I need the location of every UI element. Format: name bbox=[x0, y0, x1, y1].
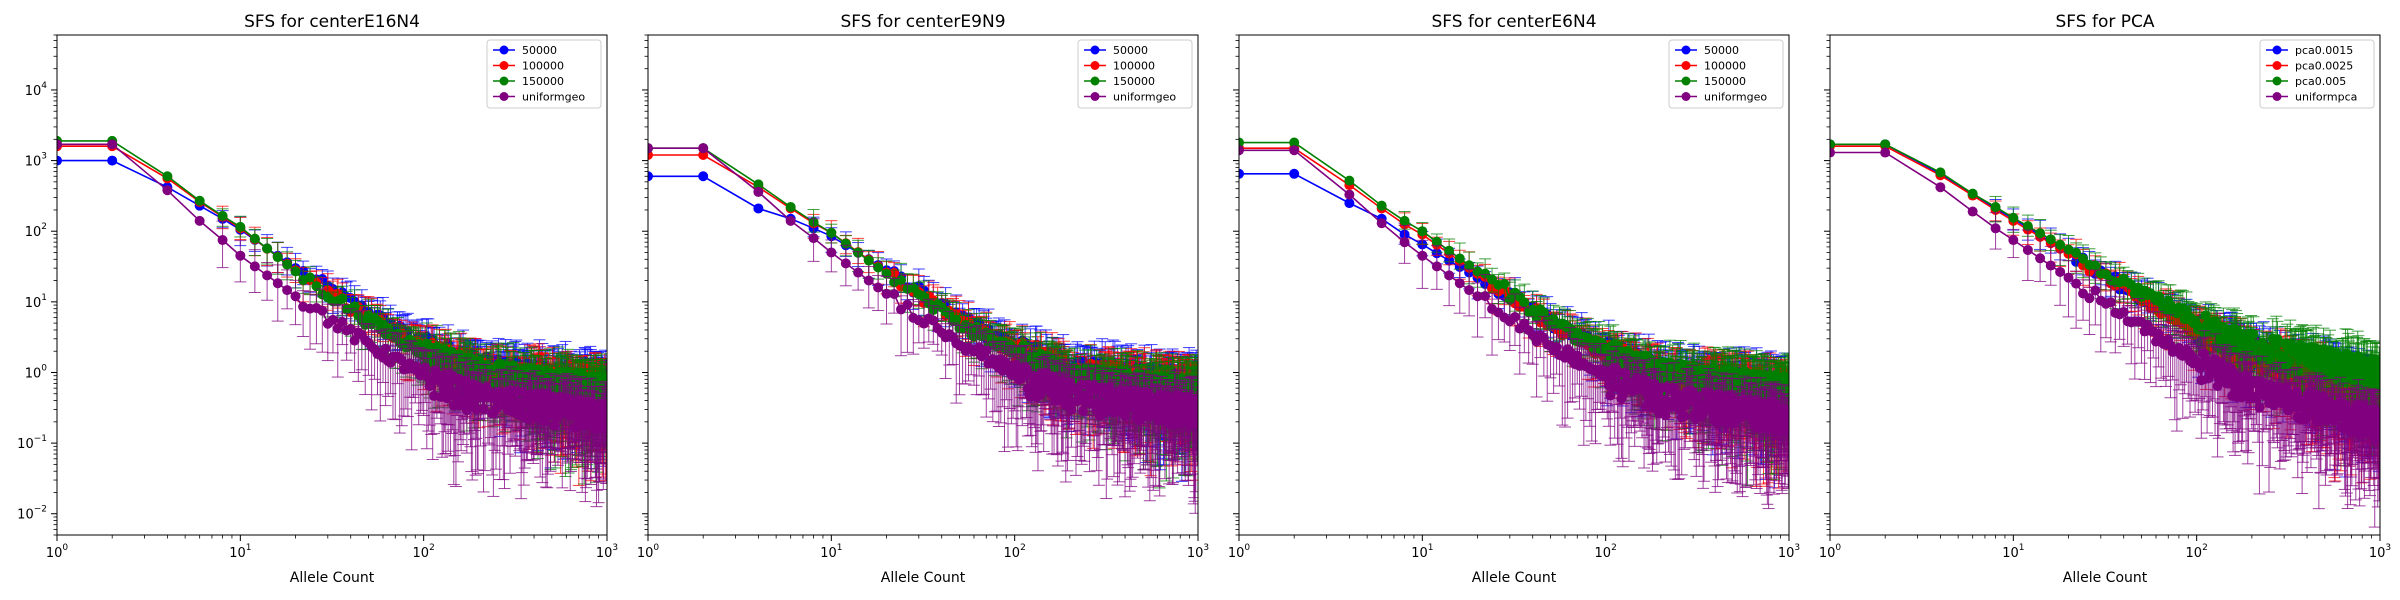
data-point bbox=[107, 139, 118, 150]
data-point bbox=[272, 252, 283, 263]
data-point bbox=[262, 243, 273, 254]
y-tick-label: 10−1 bbox=[17, 434, 47, 452]
data-point bbox=[420, 362, 431, 373]
axes-frame bbox=[56, 34, 608, 536]
legend-item: 150000 bbox=[493, 75, 564, 88]
y-tick-label: 100 bbox=[25, 363, 48, 381]
data-point bbox=[539, 416, 550, 427]
x-tick-label: 101 bbox=[229, 543, 251, 561]
data-point bbox=[648, 171, 653, 182]
legend-label: 100000 bbox=[522, 60, 564, 73]
data-point bbox=[569, 422, 580, 433]
legend-item: 50000 bbox=[493, 44, 557, 57]
plot-area bbox=[57, 135, 607, 508]
legend-item: 100000 bbox=[493, 60, 564, 73]
data-point bbox=[380, 343, 391, 354]
data-point bbox=[601, 423, 607, 434]
data-point bbox=[349, 335, 360, 346]
data-point bbox=[235, 221, 246, 232]
data-point bbox=[522, 413, 533, 424]
legend: 50000 100000 150000 uniformgeo bbox=[486, 39, 602, 109]
data-point bbox=[337, 293, 348, 304]
data-point bbox=[311, 281, 322, 292]
data-point bbox=[601, 401, 607, 412]
data-point bbox=[698, 171, 709, 182]
chart-title: SFS for centerE16N4 bbox=[244, 12, 420, 32]
chart-panel-1: SFS for centerE16N4 100 101 102 103 10−2 10−1 1… bbox=[17, 12, 618, 586]
data-point bbox=[441, 393, 452, 404]
data-point bbox=[162, 185, 173, 196]
y-tick-label: 101 bbox=[25, 293, 47, 311]
y-tick-label: 102 bbox=[25, 222, 47, 240]
data-point bbox=[194, 215, 205, 226]
data-point bbox=[549, 420, 560, 431]
data-point bbox=[290, 266, 301, 277]
data-point bbox=[57, 155, 62, 166]
data-point bbox=[107, 155, 118, 166]
legend-label: uniformgeo bbox=[522, 91, 585, 104]
data-point bbox=[194, 195, 205, 206]
data-point bbox=[217, 210, 228, 221]
data-point bbox=[337, 316, 348, 327]
data-point bbox=[57, 139, 62, 150]
y-tick-label: 104 bbox=[25, 81, 48, 99]
data-point bbox=[753, 203, 764, 214]
data-point bbox=[249, 261, 260, 272]
legend-marker bbox=[499, 45, 509, 55]
data-point bbox=[282, 259, 293, 270]
data-point bbox=[327, 314, 338, 325]
y-tick-label: 103 bbox=[25, 152, 47, 170]
x-tick-label: 102 bbox=[413, 543, 435, 561]
data-point bbox=[478, 403, 489, 414]
data-point bbox=[262, 270, 273, 281]
data-point bbox=[235, 250, 246, 261]
legend-item: uniformgeo bbox=[493, 91, 585, 104]
data-point bbox=[290, 291, 301, 302]
data-point bbox=[461, 405, 472, 416]
data-point bbox=[249, 233, 260, 244]
legend-box bbox=[486, 39, 602, 109]
legend-marker bbox=[499, 61, 509, 70]
chart-title: SFS for centerE9N9 bbox=[840, 12, 1005, 32]
x-tick-label: 103 bbox=[596, 543, 618, 561]
data-point bbox=[282, 285, 293, 296]
data-point bbox=[345, 323, 356, 334]
series-uniformgeo bbox=[57, 139, 607, 508]
x-tick-label: 100 bbox=[46, 543, 69, 561]
legend-marker bbox=[499, 92, 509, 101]
data-point bbox=[317, 305, 328, 316]
x-axis-label: Allele Count bbox=[290, 570, 375, 586]
plot-area bbox=[648, 143, 1198, 514]
data-point bbox=[162, 171, 173, 182]
legend-label: 150000 bbox=[522, 75, 564, 88]
data-point bbox=[217, 235, 228, 246]
legend-label: 50000 bbox=[522, 44, 557, 57]
y-tick-label: 10−2 bbox=[17, 505, 47, 523]
legend-marker bbox=[499, 76, 509, 86]
data-point bbox=[305, 272, 316, 283]
data-point bbox=[272, 278, 283, 289]
